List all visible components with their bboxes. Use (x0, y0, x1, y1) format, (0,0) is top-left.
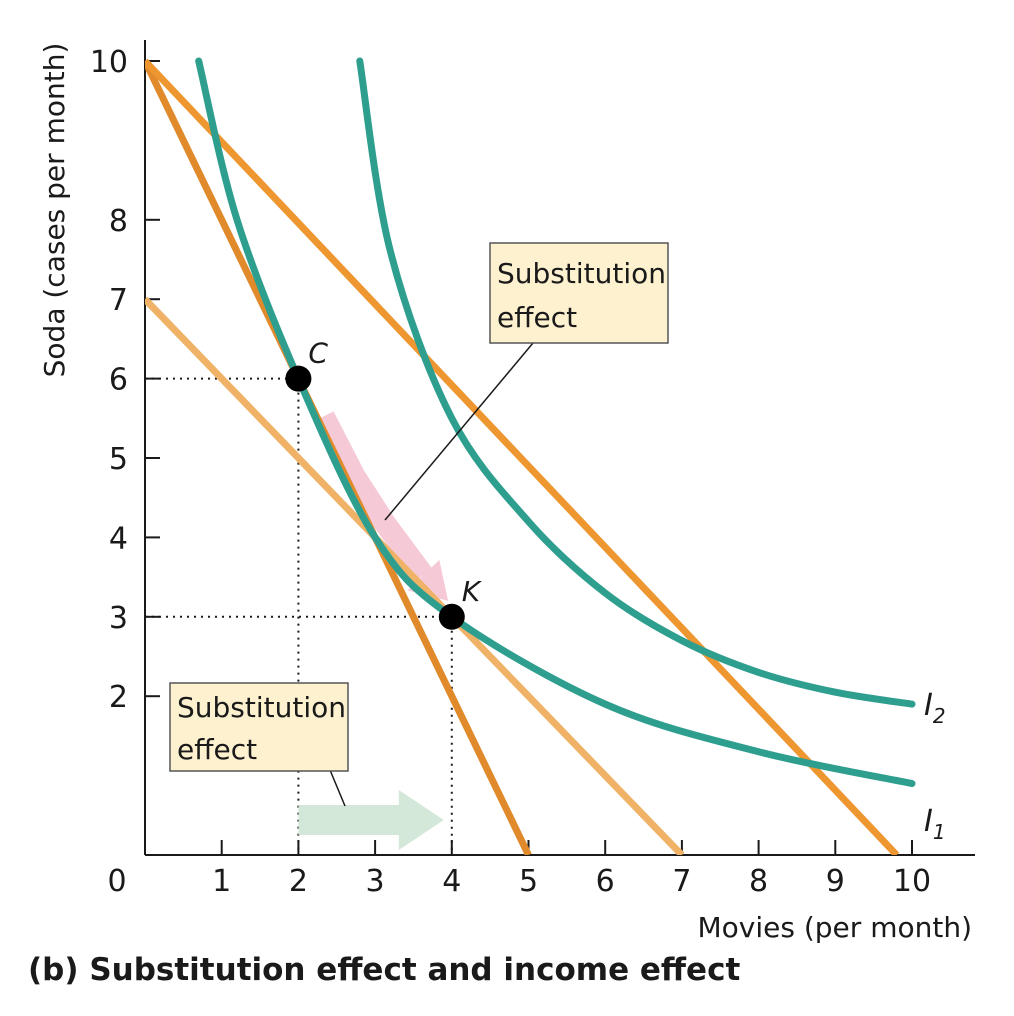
budget-line-hypothetical (145, 296, 685, 855)
x-tick-label: 5 (519, 864, 538, 899)
x-tick-label: 3 (366, 864, 385, 899)
y-tick-label: 5 (109, 442, 128, 477)
annotation-leader-1 (384, 342, 534, 521)
x-tick-label: 10 (893, 864, 931, 899)
indifference-curve-1 (195, 57, 916, 788)
y-tick-label: 2 (109, 680, 128, 715)
curves-group (145, 57, 916, 855)
x-tick-group: 1 2 3 4 5 6 7 8 9 10 (212, 840, 931, 899)
y-tick-label: 7 (109, 283, 128, 318)
annotation-box-2 (169, 682, 349, 772)
indifference-curve-2-label: I2 (924, 688, 946, 728)
annotation-2-line-2: effect (177, 733, 257, 766)
point-label-k: K (462, 575, 483, 608)
annotation-2-line-1: Substitution (177, 691, 346, 724)
pink-substitution-arrow (313, 411, 433, 582)
point-label-c: C (308, 337, 328, 370)
annotation-box-1 (489, 242, 669, 344)
points-group: CK (285, 337, 483, 630)
point-k (438, 603, 465, 630)
y-axis-label: Soda (cases per month) (38, 43, 71, 378)
chart-caption: (b) Substitution effect and income effec… (28, 952, 740, 988)
x-tick-label: 9 (826, 864, 845, 899)
annotation-1-line-1: Substitution (497, 257, 666, 290)
x-tick-label: 1 (212, 864, 231, 899)
y-tick-label: 6 (109, 363, 128, 398)
y-tick-group: 2 3 4 5 6 7 8 10 (90, 45, 160, 715)
y-tick-label: 3 (109, 601, 128, 636)
budget-line-new (145, 58, 900, 855)
x-tick-label: 4 (442, 864, 461, 899)
y-tick-label: 10 (90, 45, 128, 80)
y-tick-label: 4 (109, 521, 128, 556)
point-c (285, 365, 312, 392)
annotation-1-line-2: effect (497, 301, 577, 334)
x-tick-label: 7 (672, 864, 691, 899)
reference-guides (145, 377, 453, 855)
indifference-curve-1-label: I1 (924, 804, 946, 844)
indifference-curve-2 (356, 57, 916, 708)
x-tick-label: 2 (289, 864, 308, 899)
green-arrow (298, 790, 444, 850)
x-tick-label: 8 (749, 864, 768, 899)
annotation-leader-2 (329, 769, 346, 807)
origin-label: 0 (107, 864, 126, 899)
y-tick-label: 8 (109, 204, 128, 239)
x-axis-label: Movies (per month) (698, 911, 973, 944)
x-tick-label: 6 (596, 864, 615, 899)
